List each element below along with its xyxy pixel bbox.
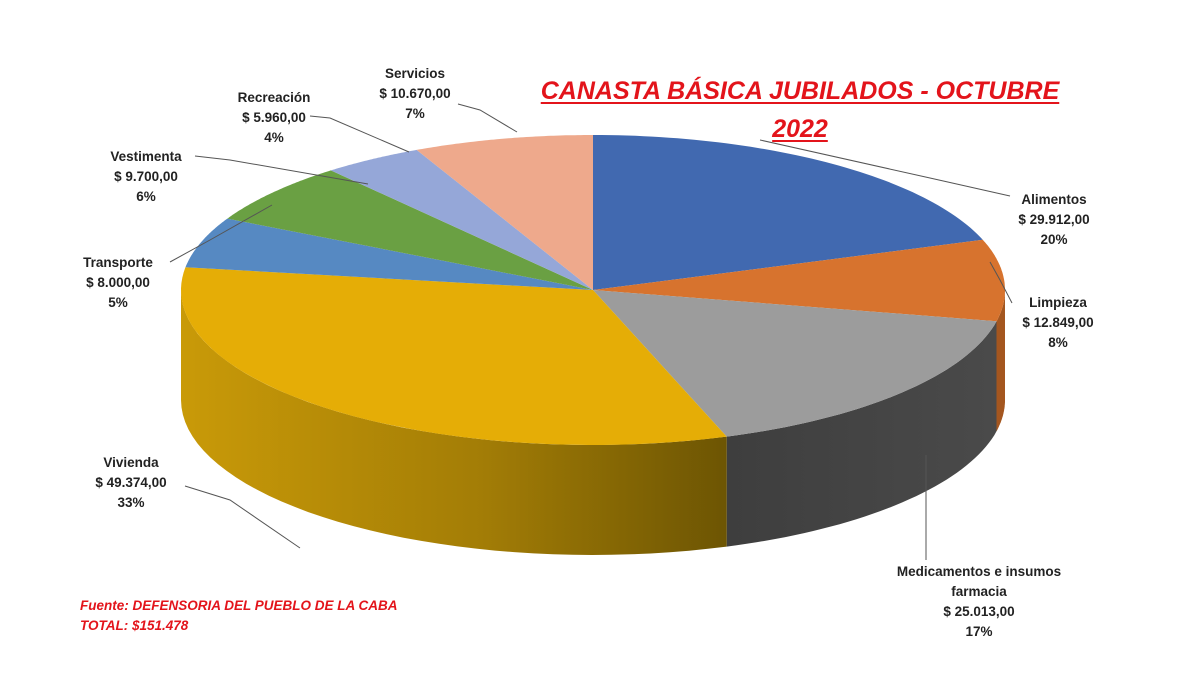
- label-value: $ 10.670,00: [379, 86, 451, 101]
- pie-slice-alimentos: [593, 135, 983, 290]
- data-label-limpieza: Limpieza $ 12.849,00 8%: [1022, 293, 1093, 353]
- label-percent: 4%: [264, 130, 284, 145]
- label-name-line2: farmacia: [951, 584, 1007, 599]
- data-label-medicamentos: Medicamentos e insumos farmacia $ 25.013…: [897, 562, 1061, 642]
- data-label-servicios: Servicios $ 10.670,00 7%: [379, 64, 450, 124]
- data-label-transporte: Transporte $ 8.000,00 5%: [83, 253, 153, 313]
- label-name: Transporte: [83, 255, 153, 270]
- chart-footer: Fuente: DEFENSORIA DEL PUEBLO DE LA CABA…: [80, 596, 398, 636]
- data-label-vestimenta: Vestimenta $ 9.700,00 6%: [110, 147, 181, 207]
- label-value: $ 25.013,00: [943, 604, 1015, 619]
- leader-line: [759, 139, 1011, 197]
- data-label-recreacion: Recreación $ 5.960,00 4%: [238, 88, 311, 148]
- pie-slice-vivienda: [181, 267, 727, 445]
- pie-slice-limpieza: [593, 239, 1005, 322]
- leader-line: [989, 261, 1013, 304]
- label-name: Vivienda: [103, 455, 159, 470]
- pie-slice-transporte: [185, 218, 593, 290]
- label-name: Servicios: [384, 66, 446, 81]
- label-percent: 33%: [117, 495, 145, 510]
- label-name: Limpieza: [1029, 295, 1087, 310]
- label-percent: 17%: [965, 624, 993, 639]
- pie-slice-servicios: [416, 135, 593, 290]
- leader-line: [309, 115, 410, 153]
- label-value: $ 29.912,00: [1018, 212, 1090, 227]
- pie-slice-vestimenta: [227, 170, 594, 290]
- pie-side-vivienda: [181, 290, 727, 555]
- pie-side-limpieza: [996, 290, 1005, 432]
- pie-slice-recreación: [330, 149, 593, 290]
- pie-slice-medicamentos: [593, 290, 997, 437]
- leader-line: [194, 155, 369, 185]
- leader-line: [184, 485, 301, 549]
- label-name: Recreación: [237, 90, 311, 105]
- label-percent: 20%: [1040, 232, 1068, 247]
- label-name: Medicamentos e insumos: [896, 564, 1062, 579]
- leader-line: [457, 103, 518, 133]
- leader-line: [169, 204, 273, 263]
- label-percent: 5%: [108, 295, 128, 310]
- pie-side-walls: [181, 290, 1005, 555]
- total-note: TOTAL: $151.478: [80, 618, 189, 633]
- chart-title-line1: CANASTA BÁSICA JUBILADOS - OCTUBRE: [540, 77, 1060, 105]
- label-value: $ 9.700,00: [114, 169, 178, 184]
- label-value: $ 49.374,00: [95, 475, 167, 490]
- label-percent: 7%: [405, 106, 425, 121]
- label-percent: 8%: [1048, 335, 1068, 350]
- leader-lines: [169, 103, 1013, 560]
- label-name: Vestimenta: [110, 149, 182, 164]
- chart-title: CANASTA BÁSICA JUBILADOS - OCTUBRE 2022: [540, 72, 1060, 148]
- chart-title-line2: 2022: [772, 115, 828, 143]
- label-value: $ 8.000,00: [86, 275, 150, 290]
- data-label-alimentos: Alimentos $ 29.912,00 20%: [1018, 190, 1089, 250]
- pie-slices: [181, 135, 1005, 445]
- label-value: $ 12.849,00: [1022, 315, 1094, 330]
- label-percent: 6%: [136, 189, 156, 204]
- label-name: Alimentos: [1021, 192, 1087, 207]
- pie-side-medicamentos: [726, 321, 997, 547]
- data-label-vivienda: Vivienda $ 49.374,00 33%: [95, 453, 166, 513]
- label-value: $ 5.960,00: [242, 110, 306, 125]
- source-note: Fuente: DEFENSORIA DEL PUEBLO DE LA CABA: [80, 598, 398, 613]
